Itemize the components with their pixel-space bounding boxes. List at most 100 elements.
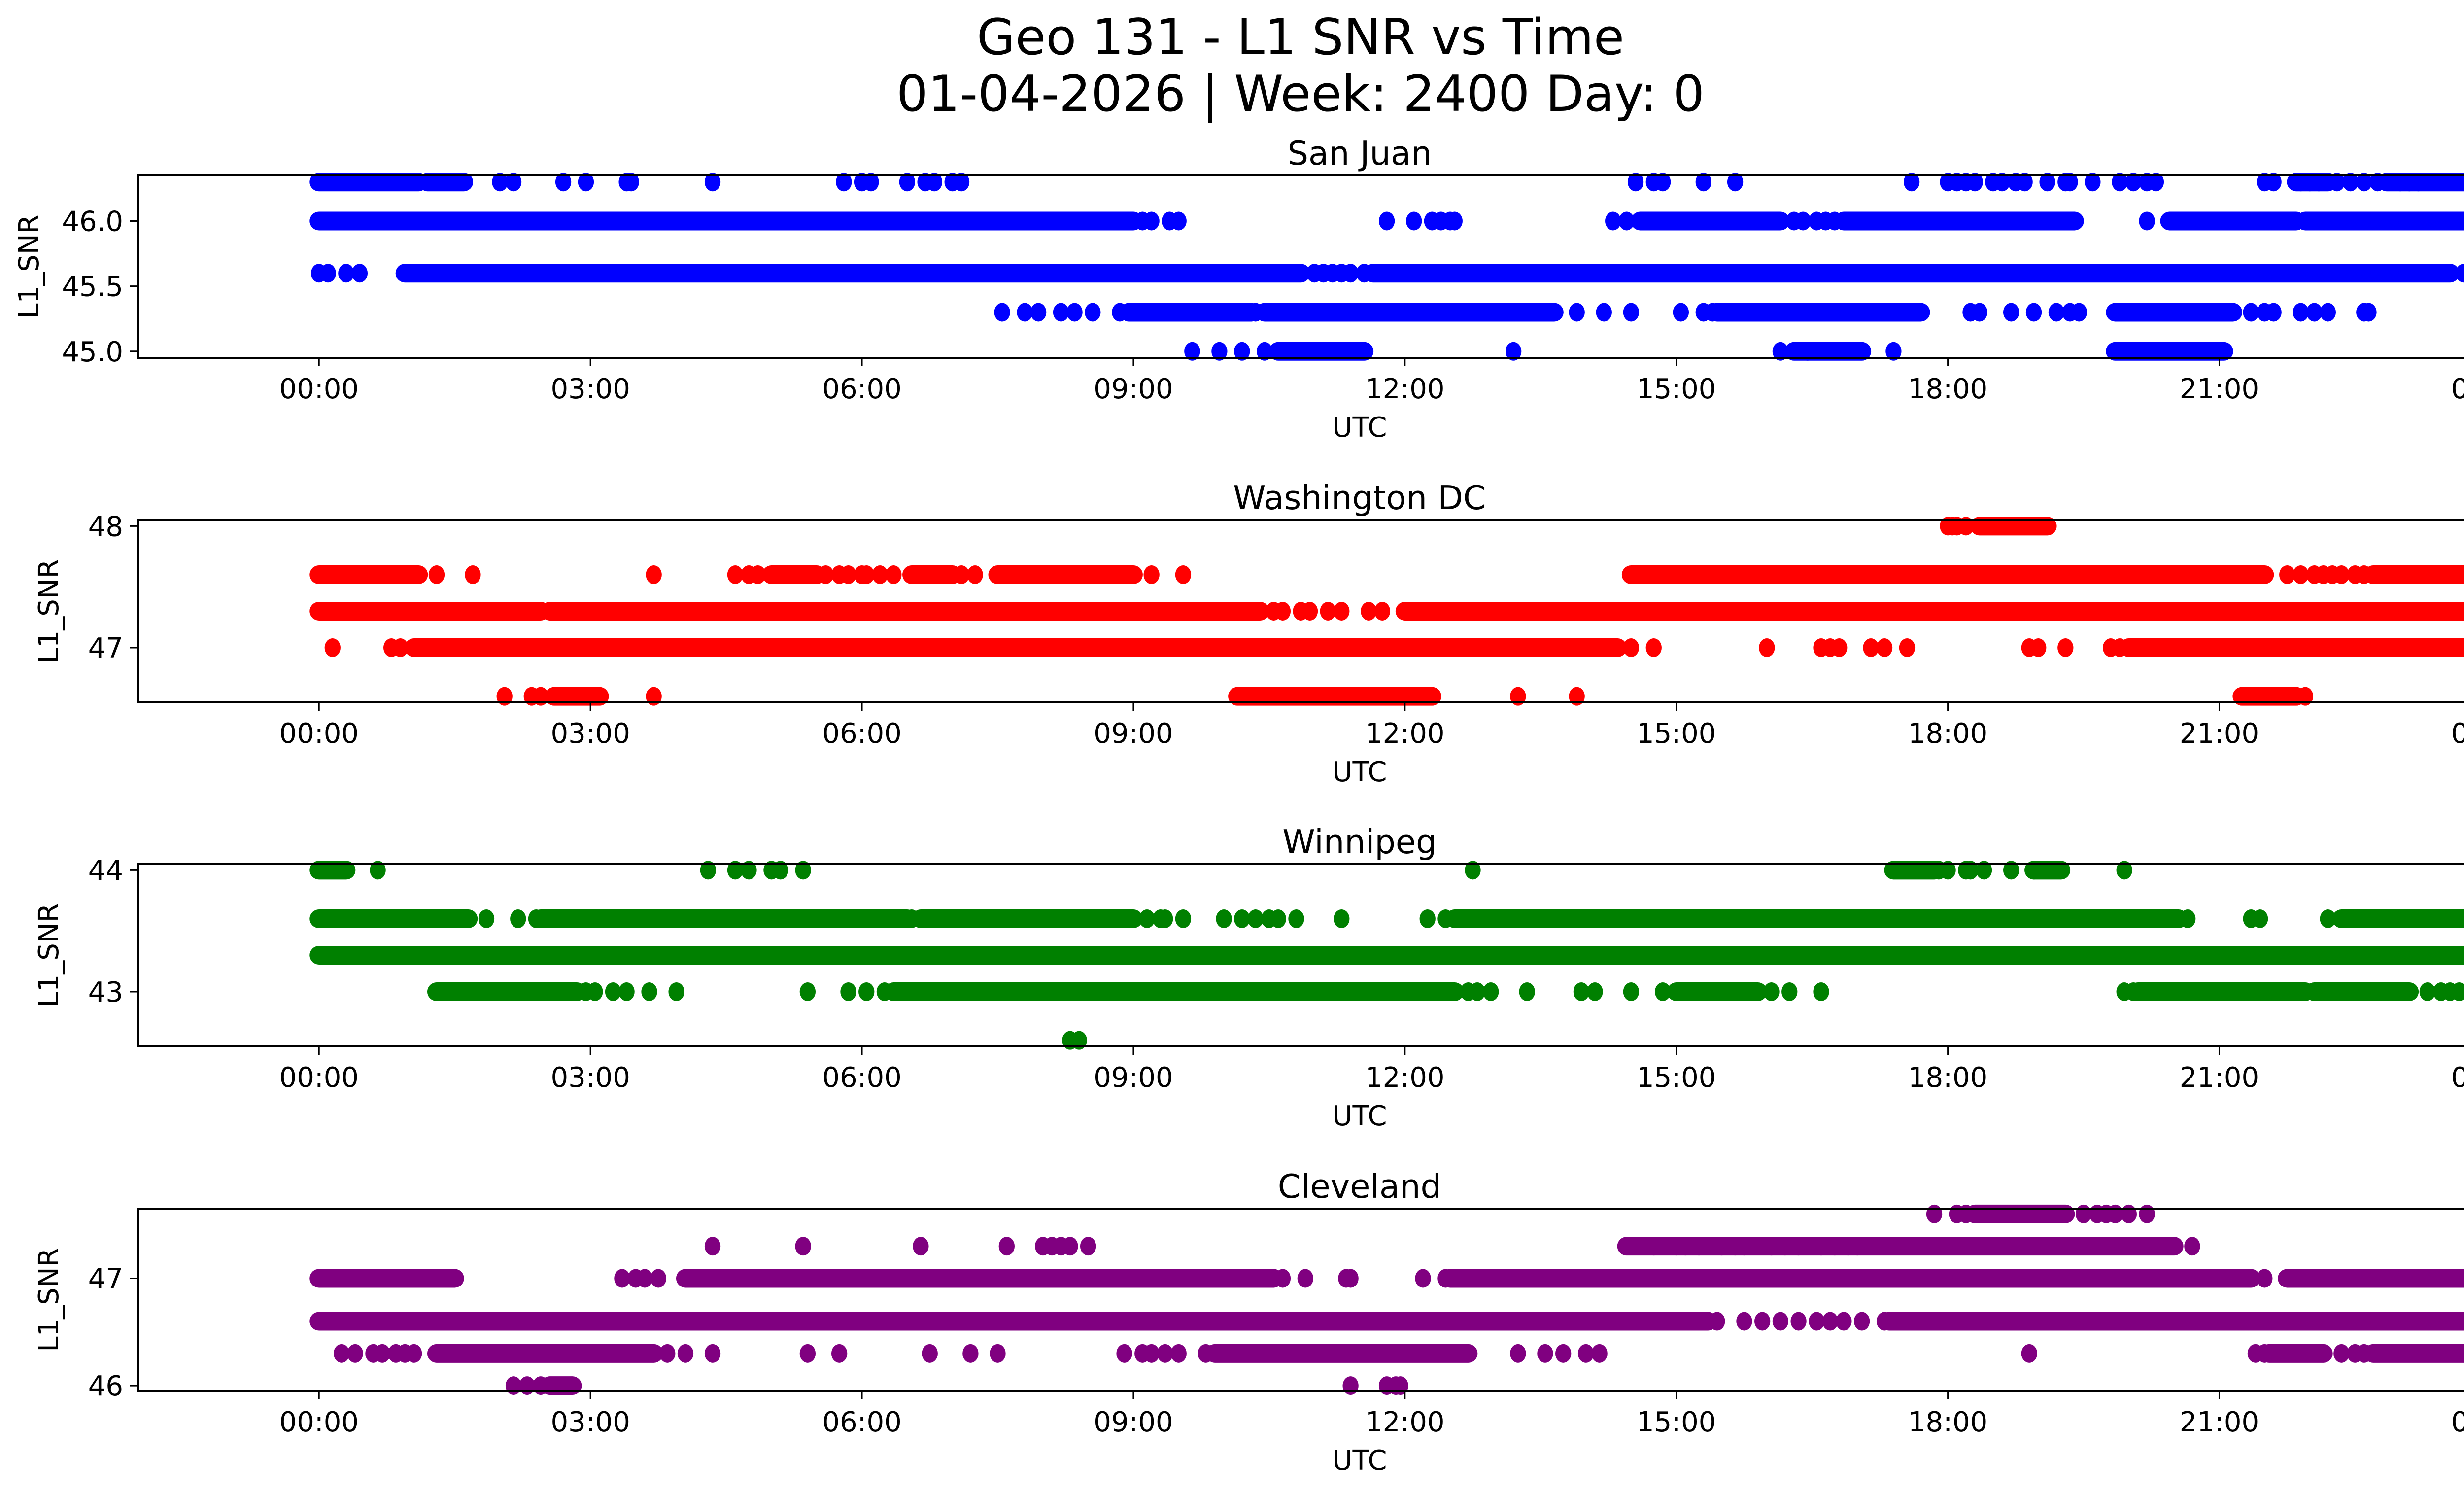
scatter-point — [727, 861, 744, 880]
figure-title-line-2: 01-04-2026 | Week: 2400 Day: 0 — [896, 65, 1705, 123]
scatter-point — [1374, 602, 1391, 621]
scatter-point — [1655, 982, 1671, 1001]
scatter-point — [338, 264, 354, 283]
scatter-point — [2229, 1312, 2246, 1331]
y-tick-label: 47 — [88, 632, 123, 664]
scatter-point — [2048, 303, 2065, 322]
scatter-point — [618, 982, 635, 1001]
scatter-point — [2025, 303, 2042, 322]
scatter-point — [840, 565, 856, 584]
scatter-point — [668, 982, 684, 1001]
scatter-point — [953, 565, 970, 584]
subplot-san-juan: San Juan 00:00 03:00 06:00 09:00 12:00 15:00 18… — [13, 134, 2464, 444]
scatter-point — [2085, 173, 2101, 192]
scatter-point — [2030, 638, 2047, 657]
scatter-point — [492, 173, 508, 192]
scatter-point — [2003, 861, 2019, 880]
x-axis-label: UTC — [1332, 756, 1387, 788]
scatter-series — [309, 861, 2464, 1050]
scatter-point — [1777, 1237, 1793, 1256]
scatter-point-run — [531, 909, 917, 928]
x-tick-label: 03:00 — [550, 718, 630, 750]
scatter-point — [903, 909, 920, 928]
scatter-point — [324, 638, 341, 657]
x-axis-label: UTC — [1332, 1445, 1387, 1477]
scatter-point-run — [1965, 1204, 2075, 1223]
scatter-point — [505, 1376, 522, 1395]
scatter-point-run — [2305, 982, 2419, 1001]
scatter-point — [1334, 909, 1350, 928]
scatter-point — [795, 861, 811, 880]
scatter-point — [1297, 1269, 1313, 1288]
x-tick-label: 06:00 — [822, 1406, 901, 1438]
scatter-point-run — [2232, 687, 2306, 706]
scatter-point-run — [1228, 687, 1441, 706]
scatter-point-run — [1440, 1269, 2260, 1288]
scatter-point — [2039, 173, 2055, 192]
x-tick-label: 06:00 — [822, 373, 901, 405]
scatter-point — [2003, 303, 2019, 322]
scatter-point — [1157, 909, 1173, 928]
scatter-point — [1066, 303, 1083, 322]
scatter-point — [406, 1344, 422, 1363]
scatter-point — [1596, 303, 1612, 322]
scatter-point — [646, 565, 662, 584]
scatter-point — [614, 1269, 630, 1288]
y-axis-label: L1_SNR — [13, 214, 45, 318]
scatter-point — [2369, 565, 2386, 584]
scatter-point-run — [309, 173, 428, 192]
scatter-point — [2039, 1312, 2055, 1331]
scatter-point — [533, 1376, 549, 1395]
scatter-point — [1994, 173, 2010, 192]
scatter-point — [1809, 1312, 1825, 1331]
scatter-point — [2062, 173, 2078, 192]
scatter-point — [519, 1376, 535, 1395]
scatter-point — [990, 1344, 1006, 1363]
scatter-point-run — [418, 173, 474, 192]
scatter-point — [2197, 1312, 2214, 1331]
x-tick-label: 00:00 — [2451, 1062, 2464, 1094]
scatter-point — [704, 173, 721, 192]
scatter-point-run — [405, 638, 1627, 657]
scatter-point — [637, 1269, 653, 1288]
x-tick-label: 12:00 — [1365, 373, 1444, 405]
scatter-point — [2211, 1312, 2227, 1331]
scatter-point — [428, 565, 445, 584]
scatter-point — [677, 1344, 694, 1363]
scatter-point-run — [762, 565, 826, 584]
x-tick-label: 00:00 — [2451, 1406, 2464, 1438]
scatter-point — [1211, 342, 1228, 361]
scatter-point — [659, 1344, 676, 1363]
scatter-point — [2311, 173, 2327, 192]
x-tick-label: 21:00 — [2180, 1062, 2259, 1094]
x-tick-label: 00:00 — [2451, 373, 2464, 405]
scatter-point — [370, 861, 386, 880]
scatter-point — [2293, 303, 2309, 322]
scatter-point — [533, 687, 549, 706]
scatter-point — [2410, 173, 2427, 192]
scatter-point — [1175, 909, 1192, 928]
scatter-point — [1971, 1312, 1988, 1331]
scatter-point — [1958, 517, 1974, 536]
scatter-point-run — [1667, 982, 1767, 1001]
scatter-point — [2356, 565, 2372, 584]
scatter-point-run — [309, 1312, 1717, 1331]
scatter-point-run — [2128, 982, 2315, 1001]
x-tick-label: 06:00 — [822, 1062, 901, 1094]
scatter-point — [1569, 687, 1585, 706]
x-tick-label: 12:00 — [1365, 1062, 1444, 1094]
x-tick-label: 21:00 — [2180, 718, 2259, 750]
scatter-point — [2166, 211, 2182, 231]
scatter-point — [2306, 303, 2323, 322]
scatter-point — [2139, 1204, 2155, 1223]
scatter-point-run — [911, 909, 1143, 928]
scatter-point — [623, 173, 639, 192]
scatter-point — [899, 173, 916, 192]
axes-frame — [137, 519, 2464, 703]
x-tick-label: 18:00 — [1908, 1062, 1987, 1094]
scatter-point — [2329, 173, 2345, 192]
scatter-point — [1342, 1269, 1359, 1288]
scatter-point-run — [545, 687, 609, 706]
scatter-point — [836, 173, 852, 192]
scatter-point — [1863, 638, 1879, 657]
